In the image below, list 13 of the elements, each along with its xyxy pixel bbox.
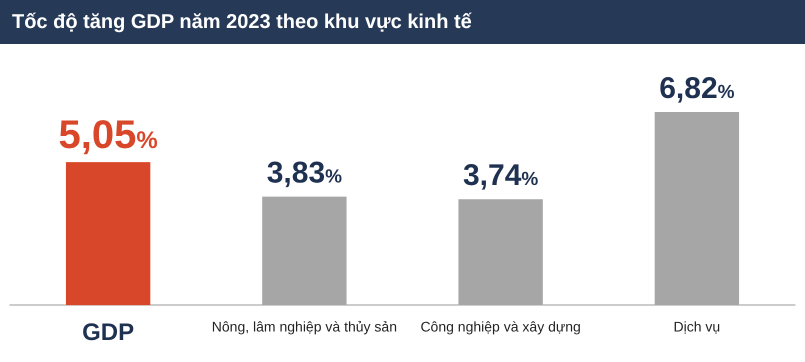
x-tick-label: Dịch vụ bbox=[674, 318, 720, 334]
bar bbox=[262, 196, 347, 306]
bar bbox=[66, 162, 150, 306]
bar bbox=[458, 199, 543, 306]
x-tick-label: Công nghiệp và xây dựng bbox=[420, 318, 581, 334]
x-tick-label: Nông, lâm nghiệp và thủy sản bbox=[212, 318, 397, 334]
x-tick-label: GDP bbox=[82, 319, 134, 346]
data-label: 5,05% bbox=[58, 113, 158, 158]
chart-title: Tốc độ tăng GDP năm 2023 theo khu vực kinh tế bbox=[0, 0, 805, 44]
bar bbox=[654, 112, 740, 306]
data-label: 6,82% bbox=[659, 72, 735, 105]
data-label: 3,74% bbox=[462, 159, 538, 192]
data-label: 3,83% bbox=[266, 156, 342, 190]
